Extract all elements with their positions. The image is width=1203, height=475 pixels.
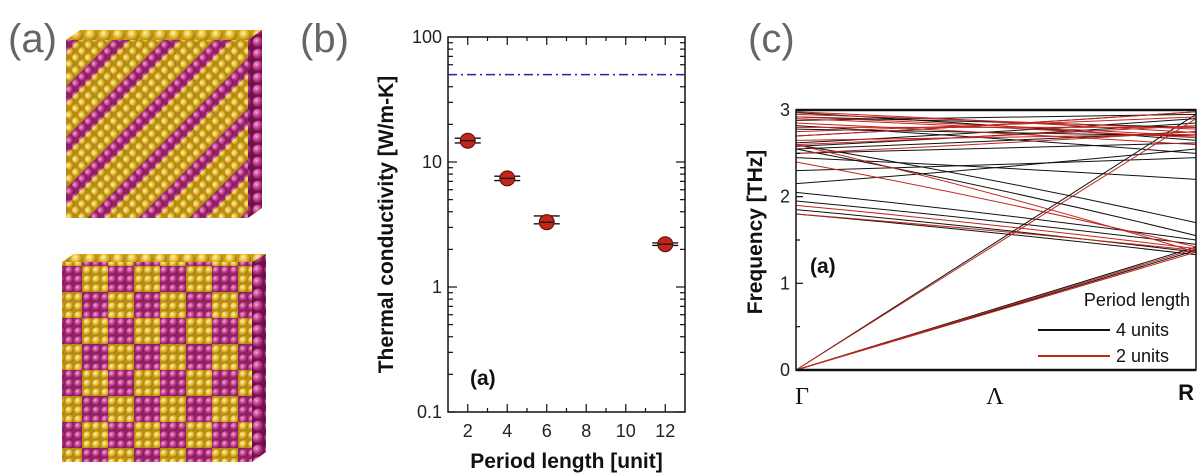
band-line <box>795 125 1197 154</box>
band-line <box>795 148 1197 237</box>
panel-a: (a) <box>8 17 266 462</box>
striped-top-face <box>66 30 262 40</box>
band-line <box>795 118 1197 144</box>
x-tick-label: 8 <box>581 421 591 441</box>
panel-b: (b) 0.1 1 10 100 2 4 6 8 10 12 (a) Period length [u… <box>300 17 686 473</box>
band-line <box>795 118 1197 139</box>
symmetry-point-label: Λ <box>986 384 1004 410</box>
band-line <box>795 204 1197 250</box>
thermal-conductivity-plot: 0.1 1 10 100 2 4 6 8 10 12 (a) Period length [unit]… <box>375 27 686 473</box>
band-line <box>795 157 1197 172</box>
x-tick-label: 4 <box>502 421 512 441</box>
band-line <box>795 200 1197 245</box>
band-line <box>795 157 1197 180</box>
band-line <box>795 111 1197 137</box>
y-axis-title: Frequency [THz] <box>744 150 767 315</box>
panel-b-label: (b) <box>300 17 349 61</box>
x-tick-label: 10 <box>616 421 636 441</box>
legend-title: Period length <box>1084 290 1190 310</box>
y-axis-title: Thermal conductivity [W/m-K] <box>375 76 398 374</box>
inset-label-b: (a) <box>470 367 496 390</box>
band-line <box>795 148 1197 185</box>
y-tick-label: 3 <box>780 100 790 120</box>
legend-entry: 4 units <box>1116 320 1169 340</box>
structure-checker-cube <box>62 254 266 462</box>
x-tick-label: 12 <box>655 421 675 441</box>
panel-a-label: (a) <box>8 17 57 61</box>
band-line <box>795 213 1197 256</box>
y-tick-label: 1 <box>432 277 442 297</box>
band-line <box>795 191 1197 241</box>
band-line <box>795 251 1197 371</box>
plot-frame <box>447 36 686 413</box>
y-tick-label: 0.1 <box>417 402 442 422</box>
striped-front-face <box>66 40 248 218</box>
band-line <box>795 131 1197 150</box>
y-tick-label: 100 <box>412 27 442 47</box>
striped-side-face <box>248 30 262 218</box>
x-tick-label: 2 <box>463 421 473 441</box>
symmetry-point-label: Γ <box>795 384 809 410</box>
symmetry-point-label: R <box>1178 380 1194 405</box>
y-tick-label: 1 <box>780 273 790 293</box>
band-line <box>795 111 1197 134</box>
panel-c-label: (c) <box>748 17 795 61</box>
band-line <box>795 125 1197 146</box>
legend-entry: 2 units <box>1116 346 1169 366</box>
checker-top-face <box>62 254 266 262</box>
checker-side-face <box>252 254 266 462</box>
band-line <box>795 122 1197 146</box>
band-line <box>795 213 1197 251</box>
band-line <box>795 209 1197 253</box>
y-tick-label: 2 <box>780 187 790 207</box>
band-line <box>795 116 1197 137</box>
x-axis-title: Period length [unit] <box>470 450 662 473</box>
y-tick-label: 10 <box>422 152 442 172</box>
panel-c: (c) 0 1 2 3 Γ Λ R (a) Period length 4 units 2 unit… <box>744 17 1197 410</box>
x-tick-label: 6 <box>542 421 552 441</box>
inset-label-c: (a) <box>810 255 836 278</box>
band-line <box>795 144 1197 253</box>
band-line <box>795 144 1197 224</box>
structure-striped-cube <box>66 30 262 218</box>
band-line <box>795 161 1197 248</box>
phonon-dispersion-plot: 0 1 2 3 Γ Λ R (a) Period length 4 units 2 units Fre… <box>744 100 1197 410</box>
band-line <box>795 118 1197 371</box>
checker-front-face <box>62 262 252 462</box>
y-tick-label: 0 <box>780 360 790 380</box>
band-line <box>795 142 1197 154</box>
